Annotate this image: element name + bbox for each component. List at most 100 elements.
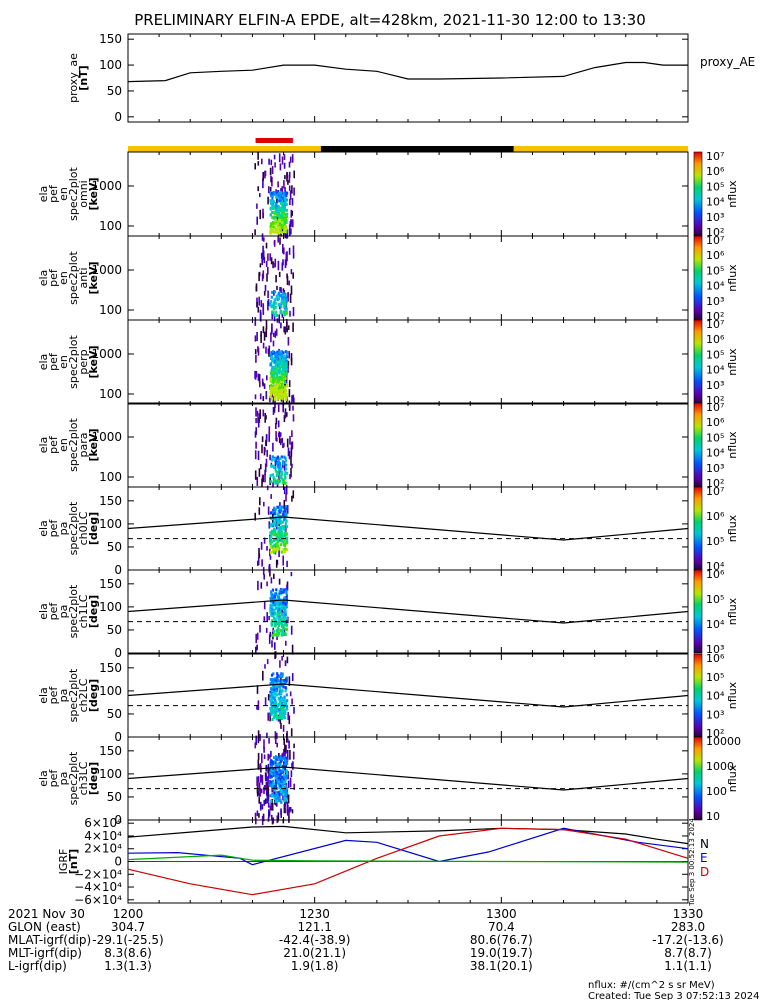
spectrogram-pixel [278,222,281,226]
spectrogram-pixel [287,712,289,721]
pa-y-axis-label-line: ch3LC [77,761,90,795]
spectrogram-pixel [254,470,257,480]
spectrogram-pixel [275,220,278,224]
spectrogram-pixel [267,795,270,802]
spectrogram-pixel [280,769,283,773]
spectrogram-pixel [283,415,286,423]
spectrogram-pixel [286,699,289,703]
spectrogram-pixel [291,154,294,163]
spectrogram-pixel [282,630,285,634]
spectrogram-pixel [268,774,270,779]
spectrogram-pixel [281,221,284,225]
ae-y-tick-label: 0 [114,110,122,124]
ae-y-axis-label-line: proxy_ae [67,53,80,103]
spectrogram-pixel [275,703,278,706]
status-segment [320,146,514,152]
spectrogram-pixel [270,769,273,773]
spectrogram-pixel [263,383,266,390]
spectrogram-pixel [276,505,279,509]
pa-panel: 150100500elapefpaspec2plotch2LC[deg]10⁶1… [37,652,739,746]
spectrogram-pixel [287,447,290,457]
spectrogram-pixel [284,367,287,370]
x-axis-row-value: 80.6(76.7) [470,933,533,947]
spectrogram-pixel [274,695,277,699]
spectrogram-pixel [277,420,280,428]
spectrogram-pixel [289,198,291,206]
pa-colorbar: 10⁷ 10⁶ 10⁵ 10⁴ nflux [693,485,739,573]
spectrogram-pixel [274,794,278,798]
spectrogram-pixel [272,716,275,720]
energy-y-tick-label: 100 [99,387,122,401]
spectrogram-pixel [269,707,272,710]
spectrogram-pixel [269,356,273,360]
spectrogram-pixel [291,430,293,437]
spectrogram-pixel [281,672,284,676]
spectrogram-pixel [282,363,285,366]
spectrogram-pixel [259,787,262,797]
spectrogram-pixel [280,377,283,381]
spectrogram-pixel [271,685,274,689]
colorbar-tick-label: 10⁶ [706,165,725,178]
colorbar-tick-label: 10⁴ [706,447,725,460]
spectrogram-pixel [271,718,274,721]
spectrogram-pixel [275,781,278,785]
spectrogram-pixel [272,784,275,788]
pa-panel-frame [127,569,689,654]
spectrogram-pixel [272,522,275,526]
spectrogram-pixel [281,397,284,401]
spectrogram-pixel [278,790,281,794]
spectrogram-pixel [275,518,278,522]
spectrogram-pixel [282,795,284,801]
pa-y-tick-label: 50 [107,790,122,804]
spectrogram-pixel [270,590,273,594]
spectrogram-pixel [280,689,283,693]
spectrogram-pixel [278,628,281,632]
spectrogram-pixel [279,438,282,446]
spectrogram-pixel [290,358,293,366]
spectrogram-pixel [270,705,273,709]
spectrogram-pixel [270,159,273,166]
spectrogram-pixel [274,764,277,767]
spectrogram-pixel [285,619,287,624]
colorbar-tick-label: 10⁶ [706,333,725,346]
spectrogram-pixel [280,305,283,309]
spectrogram-pixel [261,233,264,241]
spectrogram-pixel [280,322,282,329]
spectrogram-pixel [290,353,293,361]
spectrogram-pixel [281,313,284,318]
spectrogram-pixel [285,604,288,608]
spectrogram-pixel [272,340,275,347]
spectrogram-pixel [276,437,278,442]
energy-y-tick-label: 1000 [91,179,122,193]
spectrogram-pixel [273,788,277,792]
spectrogram-pixel [279,774,282,778]
spectrogram-pixel [257,152,259,160]
spectrogram-pixel [263,537,266,544]
spectrogram-pixel [277,547,280,551]
spectrogram-pixel [269,677,272,681]
colorbar-tick-label: 10⁶ [706,249,725,262]
spectrogram-pixel [280,629,283,633]
colorbar-label: nflux [726,348,739,376]
spectrogram-pixel [280,707,283,711]
pa-y-axis-label-line: spec2plot [67,501,80,555]
spectrogram-pixel [263,739,265,750]
energy-y-axis-label-line: pef [47,352,60,371]
spectrogram-pixel [269,631,272,638]
spectrogram-pixel [269,213,272,217]
energy-y-axis-label-line: para [77,433,90,458]
energy-y-axis-label-line: spec2plot [67,251,80,305]
x-axis-row-label: GLON (east) [8,920,81,934]
spectrogram-pixel [285,354,288,358]
spectrogram-pixel [258,296,260,306]
spectrogram-pixel [288,715,291,725]
pa-y-tick-label: 150 [99,744,122,758]
spectrogram-pixels [254,737,295,826]
spectrogram-pixel [255,354,257,363]
spectrogram-pixel [275,689,278,693]
spectrogram-pixel [287,738,289,743]
pa-panel: 150100500elapefpaspec2plotch0LC[deg]10⁷1… [37,485,739,577]
spectrogram-pixel [269,712,271,722]
spectrogram-pixel [279,527,282,531]
spectrogram-pixel [280,353,284,357]
